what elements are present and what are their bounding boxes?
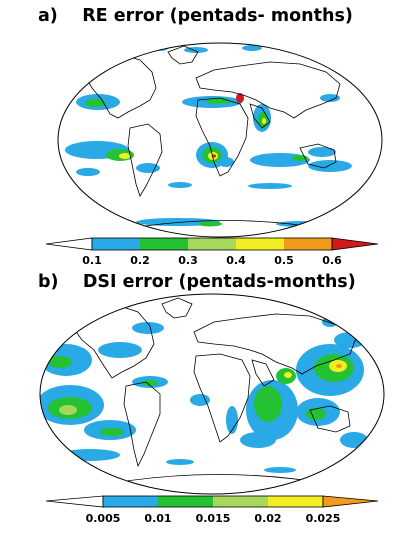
panel-b-colorbar-under-triangle (45, 495, 104, 508)
panel-a-map (57, 42, 383, 238)
panel-a-colorbar-tick: 0.3 (178, 254, 198, 267)
panel-a-label: a) (38, 6, 58, 26)
panel-a-title: a) RE error (pentads- months) (38, 6, 353, 26)
panel-a-colorbar-tick: 0.2 (130, 254, 150, 267)
panel-b-title-text: DSI error (pentads-months) (82, 272, 356, 292)
panel-b-fields (40, 317, 368, 473)
panel-b-colorbar-tick: 0.005 (86, 512, 121, 525)
panel-a-colorbar-over-triangle (331, 237, 379, 251)
panel-b-map (39, 293, 385, 495)
panel-b-colorbar: 0.005 0.01 0.015 0.02 0.025 (45, 495, 379, 525)
panel-b-colorbar-swatch (213, 496, 268, 507)
panel-b-colorbar-tick: 0.01 (144, 512, 171, 525)
panel-a-colorbar-swatch (140, 238, 188, 250)
panel-a-colorbar-under-triangle (45, 237, 93, 251)
panel-a-colorbar-tick: 0.4 (226, 254, 246, 267)
panel-b-colorbar-swatch (103, 496, 158, 507)
panel-a-colorbar-swatch (236, 238, 284, 250)
panel-b-colorbar-swatch (268, 496, 323, 507)
panel-a-colorbar-tick: 0.6 (322, 254, 342, 267)
panel-a-title-text: RE error (pentads- months) (82, 6, 353, 26)
panel-b-colorbar-tick: 0.025 (306, 512, 341, 525)
panel-a-colorbar-tick: 0.5 (274, 254, 294, 267)
panel-a-colorbar-swatch (92, 238, 140, 250)
panel-b-colorbar-tick: 0.015 (196, 512, 231, 525)
panel-b-colorbar-swatch (158, 496, 213, 507)
panel-b-colorbar-tick: 0.02 (254, 512, 281, 525)
panel-b-label: b) (38, 272, 59, 292)
panel-a-colorbar-swatch (188, 238, 236, 250)
panel-a-globe-background (58, 43, 382, 237)
panel-a-globe-outline (57, 42, 383, 238)
panel-b-colorbar-over-triangle (322, 495, 379, 508)
panel-a-colorbar-swatch (284, 238, 332, 250)
panel-b-globe-outline (39, 293, 385, 495)
panel-a-colorbar-tick: 0.1 (82, 254, 102, 267)
panel-b-title: b) DSI error (pentads-months) (38, 272, 356, 292)
panel-a-colorbar: 0.1 0.2 0.3 0.4 0.5 0.6 (45, 237, 379, 267)
